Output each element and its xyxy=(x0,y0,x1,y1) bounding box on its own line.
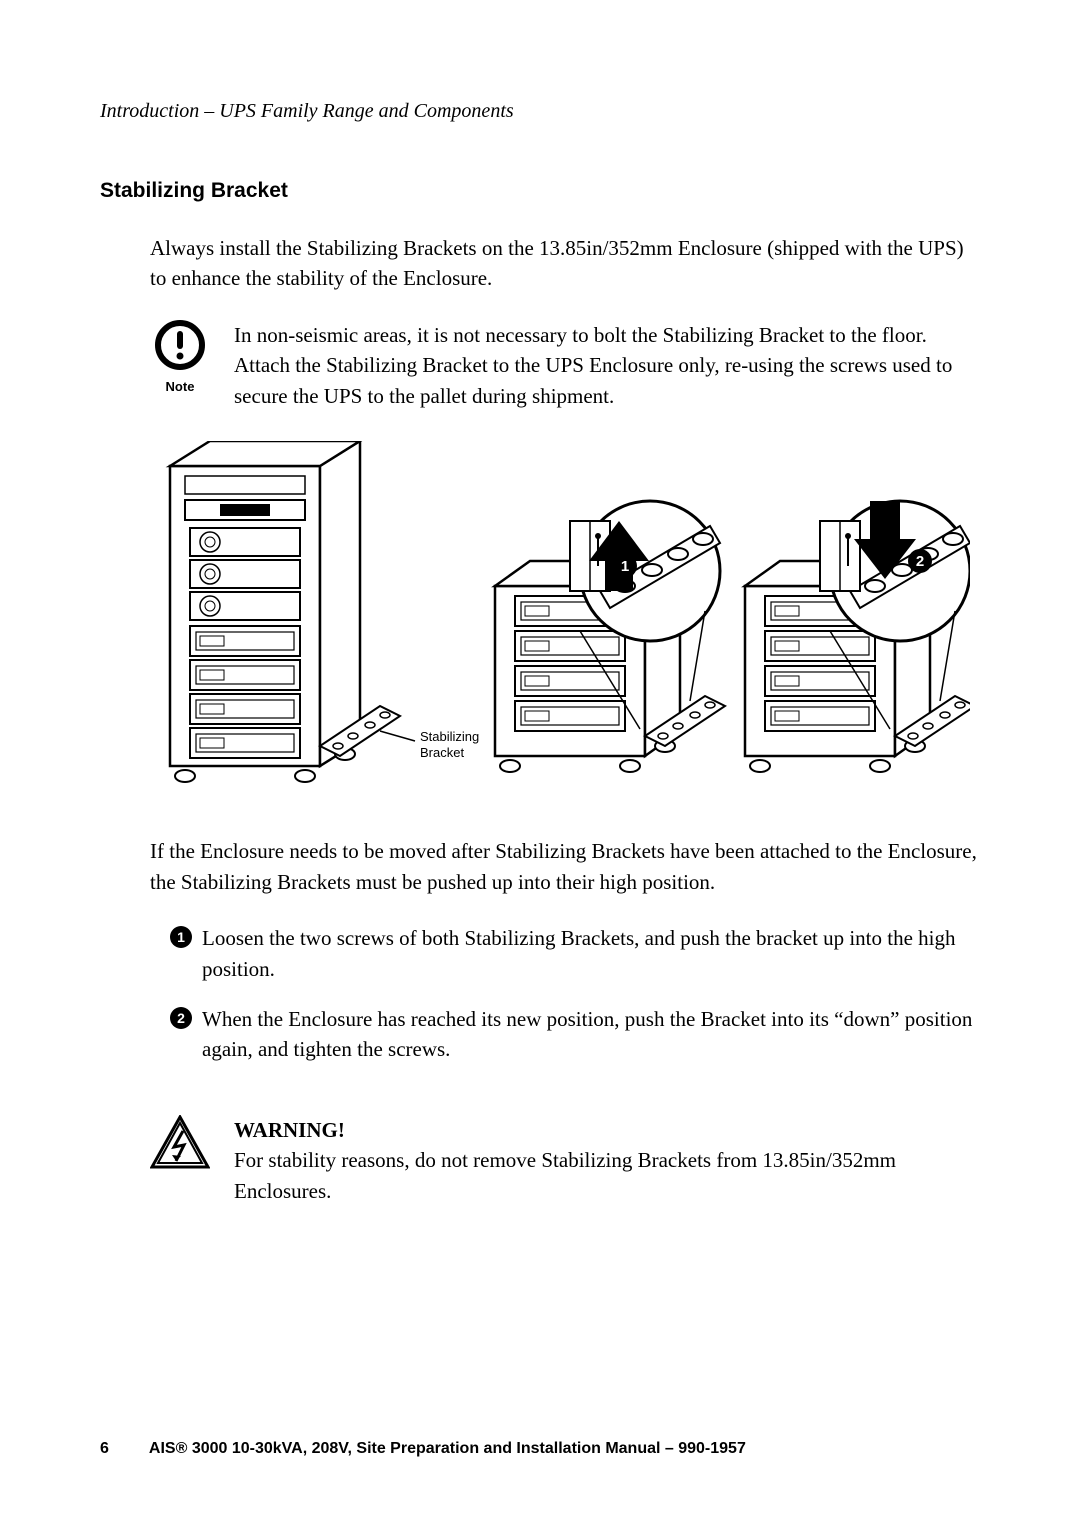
step-item: 1 Loosen the two screws of both Stabiliz… xyxy=(170,923,980,984)
note-text: In non-seismic areas, it is not necessar… xyxy=(234,320,980,411)
step-number-circle: 2 xyxy=(170,1007,192,1029)
svg-text:2: 2 xyxy=(916,553,924,570)
warning-text: WARNING! For stability reasons, do not r… xyxy=(234,1115,980,1206)
step-item: 2 When the Enclosure has reached its new… xyxy=(170,1004,980,1065)
figure-label-line2: Bracket xyxy=(420,745,464,760)
step-text: Loosen the two screws of both Stabilizin… xyxy=(202,923,980,984)
step-text: When the Enclosure has reached its new p… xyxy=(202,1004,980,1065)
section-title: Stabilizing Bracket xyxy=(100,179,980,203)
page-number: 6 xyxy=(100,1440,109,1458)
page: Introduction – UPS Family Range and Comp… xyxy=(0,0,1080,1528)
after-figure-paragraph: If the Enclosure needs to be moved after… xyxy=(150,836,980,897)
figure: Stabilizing Bracket 1 xyxy=(150,441,980,796)
figure-label-line1: Stabilizing xyxy=(420,729,479,744)
note-label: Note xyxy=(150,379,210,394)
intro-paragraph: Always install the Stabilizing Brackets … xyxy=(150,233,980,294)
note-block: Note In non-seismic areas, it is not nec… xyxy=(150,320,980,411)
warning-block: WARNING! For stability reasons, do not r… xyxy=(150,1115,980,1206)
section-body: Always install the Stabilizing Brackets … xyxy=(150,233,980,411)
after-figure: If the Enclosure needs to be moved after… xyxy=(150,836,980,897)
svg-text:1: 1 xyxy=(621,558,629,575)
step-list: 1 Loosen the two screws of both Stabiliz… xyxy=(170,923,980,1065)
figure-enclosure-full xyxy=(170,441,415,782)
footer-title: AIS® 3000 10-30kVA, 208V, Site Preparati… xyxy=(149,1440,746,1458)
footer: 6 AIS® 3000 10-30kVA, 208V, Site Prepara… xyxy=(100,1440,980,1458)
step-number-circle: 1 xyxy=(170,926,192,948)
note-icon: Note xyxy=(150,320,210,394)
warning-title: WARNING! xyxy=(234,1115,980,1145)
warning-body: For stability reasons, do not remove Sta… xyxy=(234,1145,980,1206)
breadcrumb: Introduction – UPS Family Range and Comp… xyxy=(100,100,980,123)
warning-icon xyxy=(150,1115,210,1176)
